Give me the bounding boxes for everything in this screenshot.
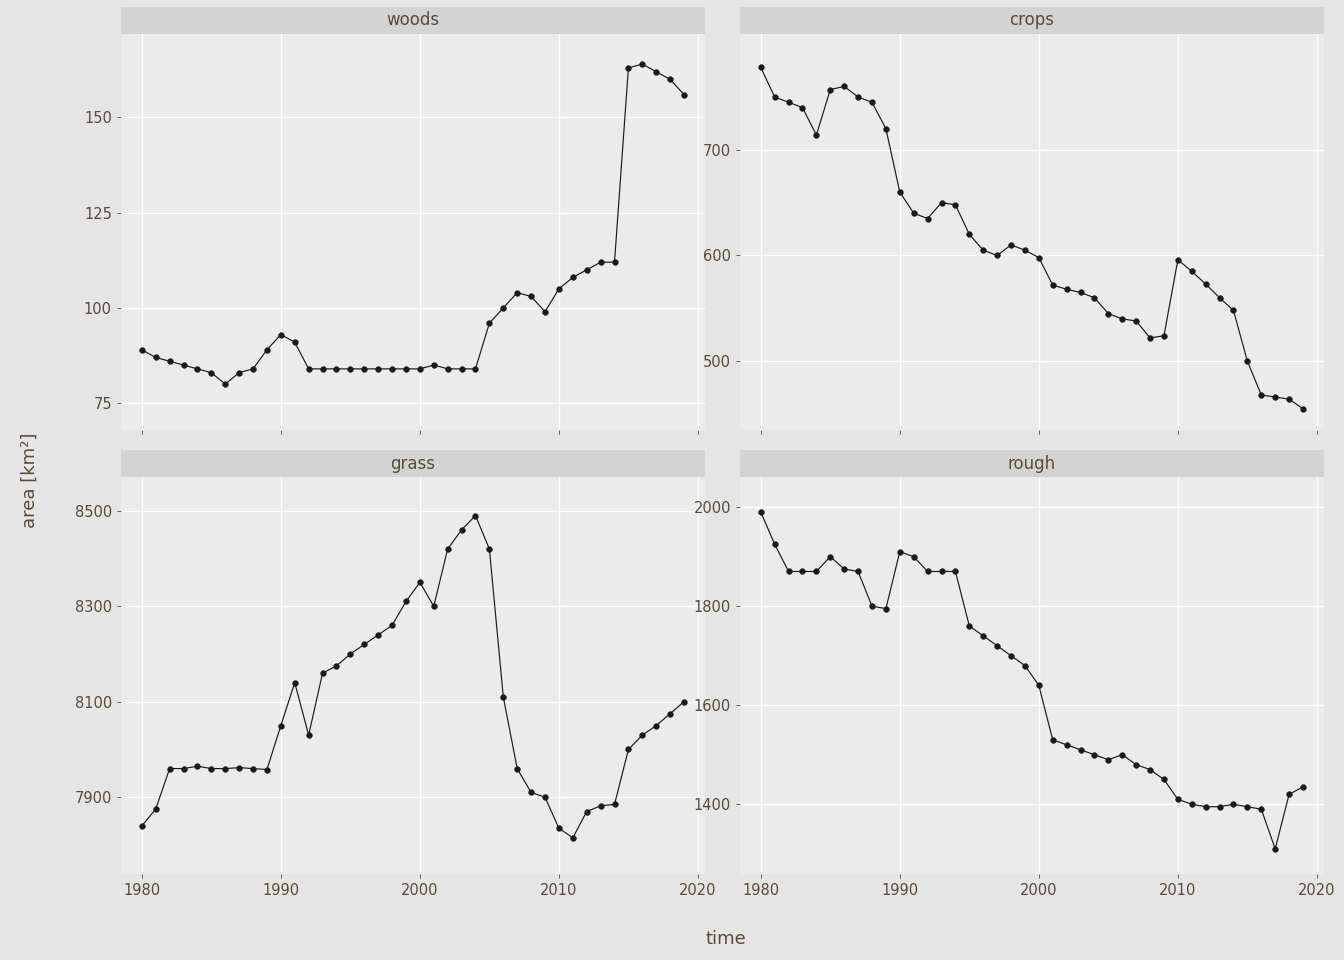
Text: woods: woods <box>386 12 439 29</box>
Text: grass: grass <box>390 455 435 473</box>
Text: crops: crops <box>1009 12 1055 29</box>
Text: time: time <box>706 930 746 948</box>
Text: area [km²]: area [km²] <box>20 432 39 528</box>
Text: rough: rough <box>1008 455 1056 473</box>
